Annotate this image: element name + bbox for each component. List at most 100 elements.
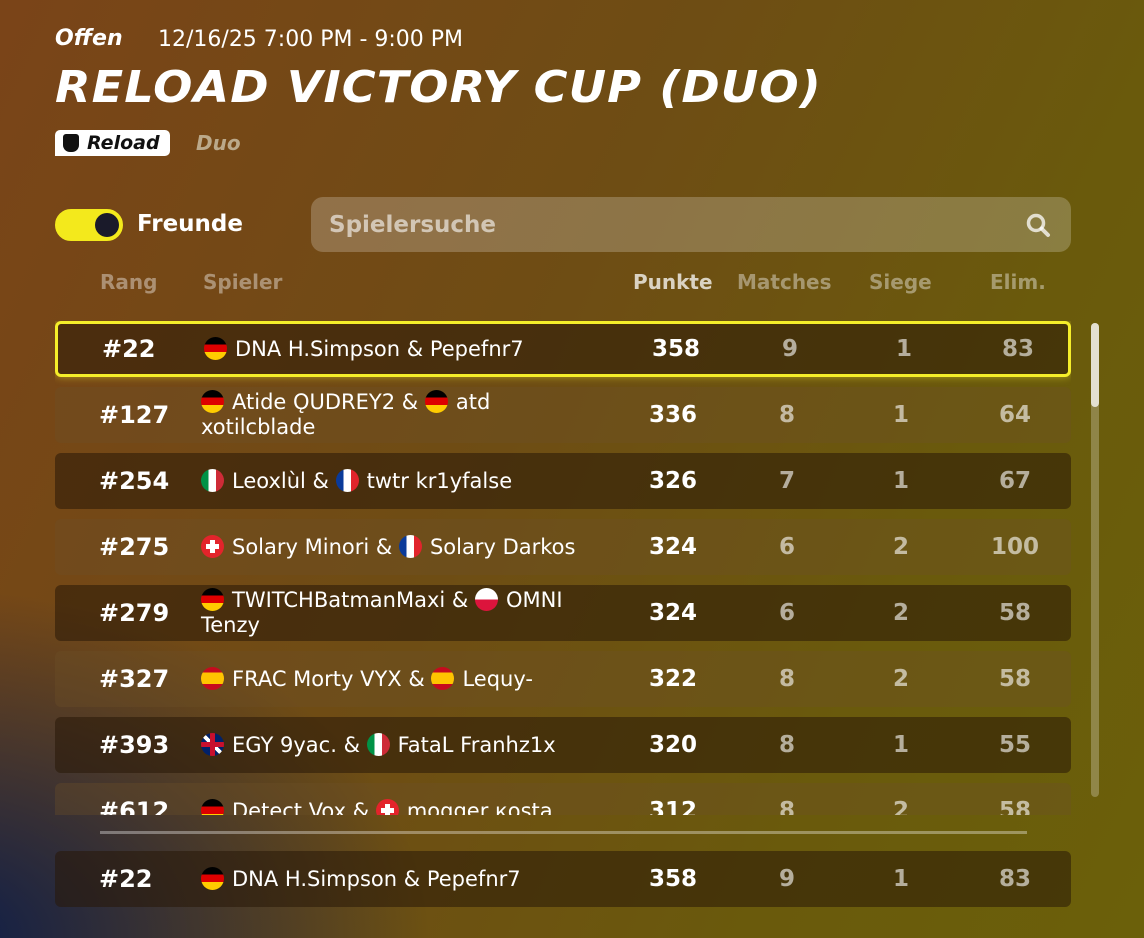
player-name: Pepefnr7 [426,866,521,891]
search-icon [1026,213,1050,237]
rank: #22 [99,865,153,893]
players: DNA H.Simpson & Pepefnr7 [204,336,614,362]
matches: 8 [778,666,795,692]
player-name: DNA H.Simpson [235,336,401,361]
flag [201,798,224,815]
players: TWITCHBatmanMaxi & OMNI Tenzy [201,588,611,638]
points: 324 [648,600,697,626]
bag-icon [63,134,79,152]
flag [201,666,224,690]
search-box[interactable]: Spielersuche [311,197,1071,252]
leaderboard-row[interactable]: #393 EGY 9yac. & FataL Franhz1x 320 8 1 55 [55,717,1071,773]
joiner: & [352,798,370,816]
players: FRAC Morty VYX & Lequy- [201,666,611,692]
flag [366,732,390,756]
tag-label: Reload [87,132,160,154]
elims: 64 [998,402,1031,428]
points: 336 [648,402,697,428]
elims: 67 [998,468,1031,494]
rank: #393 [99,731,170,759]
leaderboard-row[interactable]: #22 DNA H.Simpson & Pepefnr7 358 9 1 83 [55,851,1071,907]
scrollbar[interactable] [1091,323,1099,797]
flag [398,534,422,558]
tag: Reload [55,130,170,156]
matches: 8 [778,732,795,758]
own-row: #22 DNA H.Simpson & Pepefnr7 358 9 1 83 [55,851,1071,917]
toggle-label: Freunde [137,211,243,237]
elims: 100 [990,534,1039,560]
flag [431,666,455,690]
leaderboard-row[interactable]: #22 DNA H.Simpson & Pepefnr7 358 9 1 83 [55,321,1071,377]
wins: 1 [892,402,909,428]
joiner: & [375,534,393,559]
joiner: & [451,588,469,612]
matches: 6 [778,534,795,560]
flag [424,390,448,413]
status: Offen [55,26,123,51]
player-name: OMNI Tenzy [201,588,563,637]
points: 324 [648,534,697,560]
joiner: & [312,468,329,493]
players: Solary Minori & Solary Darkos [201,534,611,560]
players: EGY 9yac. & FataL Franhz1x [201,732,611,758]
matches: 8 [778,402,795,428]
column-header: Punkte [633,270,713,294]
elims: 83 [998,866,1031,892]
matches: 8 [778,798,795,815]
leaderboard-list: #22 DNA H.Simpson & Pepefnr7 358 9 1 83 #127 At… [55,321,1071,815]
column-header: Elim. [990,270,1046,294]
search-placeholder: Spielersuche [329,211,497,238]
rank: #127 [99,401,170,429]
player-name: twtr kr1yfalse [366,468,513,493]
leaderboard-row[interactable]: #327 FRAC Morty VYX & Lequy- 322 8 2 58 [55,651,1071,707]
wins: 1 [895,336,912,362]
flag [335,468,359,492]
scroll-thumb [1091,323,1099,407]
joiner: & [403,866,421,891]
matches: 9 [781,336,798,362]
column-header: Rang [100,270,158,294]
points: 326 [648,468,697,494]
points: 358 [648,866,697,892]
rank: #254 [99,467,170,495]
joiner: & [408,666,425,691]
friends-toggle[interactable] [55,209,123,241]
player-name: Pepefnr7 [429,336,524,361]
wins: 1 [892,866,909,892]
player-name: Detect Vox [232,798,347,816]
leaderboard-row[interactable]: #254 Leoxlùl & twtr kr1yfalse 326 7 1 67 [55,453,1071,509]
rank: #22 [102,335,156,363]
points: 322 [648,666,697,692]
column-header: Spieler [203,270,283,294]
rank: #327 [99,665,170,693]
title: RELOAD VICTORY CUP (DUO) [55,62,822,113]
joiner: & [401,390,419,414]
players: Leoxlùl & twtr kr1yfalse [201,468,611,494]
players: DNA H.Simpson & Pepefnr7 [201,866,611,892]
player-name: FataL Franhz1x [397,732,556,757]
points: 358 [651,336,700,362]
player-name: mogger коsta [406,798,553,816]
leaderboard-row[interactable]: #275 Solary Minori & Solary Darkos 324 6 2 10… [55,519,1071,575]
flag [201,732,224,756]
points: 312 [648,798,697,815]
elims: 83 [1001,336,1034,362]
matches: 9 [778,866,795,892]
joiner: & [406,336,424,361]
player-name: Lequy- [462,666,533,691]
player-name: FRAC Morty VYX [232,666,402,691]
player-name: Solary Darkos [429,534,576,559]
elims: 55 [998,732,1031,758]
player-name: Leoxlùl [232,468,306,493]
wins: 2 [892,798,909,815]
flag [201,534,224,558]
leaderboard-row[interactable]: #279 TWITCHBatmanMaxi & OMNI Tenzy 324 6 2 58 [55,585,1071,641]
toggle-knob [95,213,119,237]
wins: 2 [892,666,909,692]
wins: 1 [892,468,909,494]
leaderboard-row[interactable]: #612 Detect Vox & mogger коsta 312 8 2 58 [55,783,1071,815]
player-name: TWITCHBatmanMaxi [232,588,446,612]
player-name: atd xotilcblade [201,390,491,439]
leaderboard-row[interactable]: #127 Atide ǪUDREY2 & atd xotilcblade 336 8 1… [55,387,1071,443]
